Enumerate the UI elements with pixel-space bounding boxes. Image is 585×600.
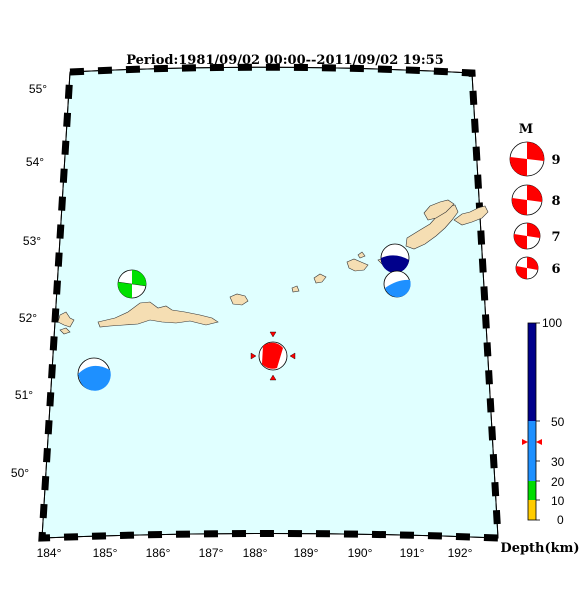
event-sw-blue (77, 357, 111, 391)
map-title: Period:1981/09/02 00:00--2011/09/02 19:5… (126, 53, 444, 68)
beachball-quadrant (132, 269, 147, 286)
island-umnak (405, 204, 459, 250)
depth-marker-left (522, 439, 528, 445)
lon-tick: 184° (37, 546, 62, 560)
depth-label: 0 (557, 513, 564, 527)
lat-tick: 50° (11, 466, 29, 480)
magnitude-label: 6 (551, 262, 560, 277)
t-axis-marker (289, 352, 296, 360)
lon-tick: 186° (146, 546, 171, 560)
lon-tick: 192° (448, 546, 473, 560)
island-adak-group (97, 301, 219, 328)
depth-marker-right (536, 439, 542, 445)
lon-tick: 190° (348, 546, 373, 560)
beachball-quadrant (117, 282, 132, 299)
island-small-3 (346, 258, 369, 272)
island-west-tiny (59, 327, 71, 335)
lat-tick: 54° (26, 155, 44, 169)
beachball-quadrant (78, 365, 111, 391)
lat-tick: 53° (23, 234, 41, 248)
island-east (453, 205, 489, 226)
event-ne-blue (383, 270, 411, 298)
lon-tick: 187° (199, 546, 224, 560)
island-small-1 (291, 285, 300, 293)
island-unalaska (423, 199, 455, 221)
magnitude-7-ball (513, 222, 541, 250)
depth-scale: 100 50 30 20 10 0 Depth(km) (500, 316, 579, 556)
depth-band-10-20 (528, 481, 536, 500)
depth-scale-title: Depth(km) (500, 541, 579, 556)
map-ocean (41, 66, 499, 539)
magnitude-legend-title: M (519, 122, 533, 137)
magnitude-legend: M 9 8 7 6 (509, 122, 561, 280)
magnitude-9-ball (509, 141, 545, 177)
lon-tick: 189° (294, 546, 319, 560)
island-small-4 (357, 251, 366, 259)
depth-band-0-10 (528, 500, 536, 520)
depth-band-50-100 (528, 323, 536, 421)
map-border-inner (41, 66, 499, 539)
event-central-red (250, 331, 296, 381)
island-small-2 (313, 273, 327, 284)
event-ne-darkblue (380, 243, 410, 274)
depth-label: 50 (551, 415, 565, 429)
depth-scale-frame (527, 322, 537, 521)
lat-tick-labels: 55° 54° 53° 52° 51° 50° (11, 82, 47, 480)
p-axis-marker (269, 374, 277, 381)
island-west-small (57, 311, 75, 328)
p-axis-marker (269, 331, 277, 338)
depth-label: 100 (542, 316, 562, 330)
island-central (229, 293, 249, 306)
lat-tick: 52° (19, 311, 37, 325)
t-axis-marker (250, 352, 257, 360)
depth-label: 20 (551, 475, 565, 489)
lon-tick: 185° (93, 546, 118, 560)
beachball-quadrant (262, 342, 283, 369)
depth-label: 30 (551, 455, 565, 469)
depth-label: 10 (551, 494, 565, 508)
magnitude-label: 7 (551, 230, 560, 245)
magnitude-label: 9 (551, 153, 560, 168)
depth-band-30-50 (528, 421, 536, 461)
lat-tick: 55° (29, 82, 47, 96)
magnitude-8-ball (511, 184, 543, 216)
beachball-quadrant (385, 279, 411, 298)
lon-tick: 188° (243, 546, 268, 560)
beachball-quadrant (380, 255, 409, 274)
lon-tick: 191° (400, 546, 425, 560)
magnitude-6-ball (515, 256, 539, 280)
lon-tick-labels: 184° 185° 186° 187° 188° 189° 190° 191° … (37, 546, 473, 560)
depth-band-20-30 (528, 461, 536, 481)
lat-tick: 51° (15, 388, 33, 402)
event-nw-green (117, 269, 147, 299)
magnitude-label: 8 (551, 194, 560, 209)
